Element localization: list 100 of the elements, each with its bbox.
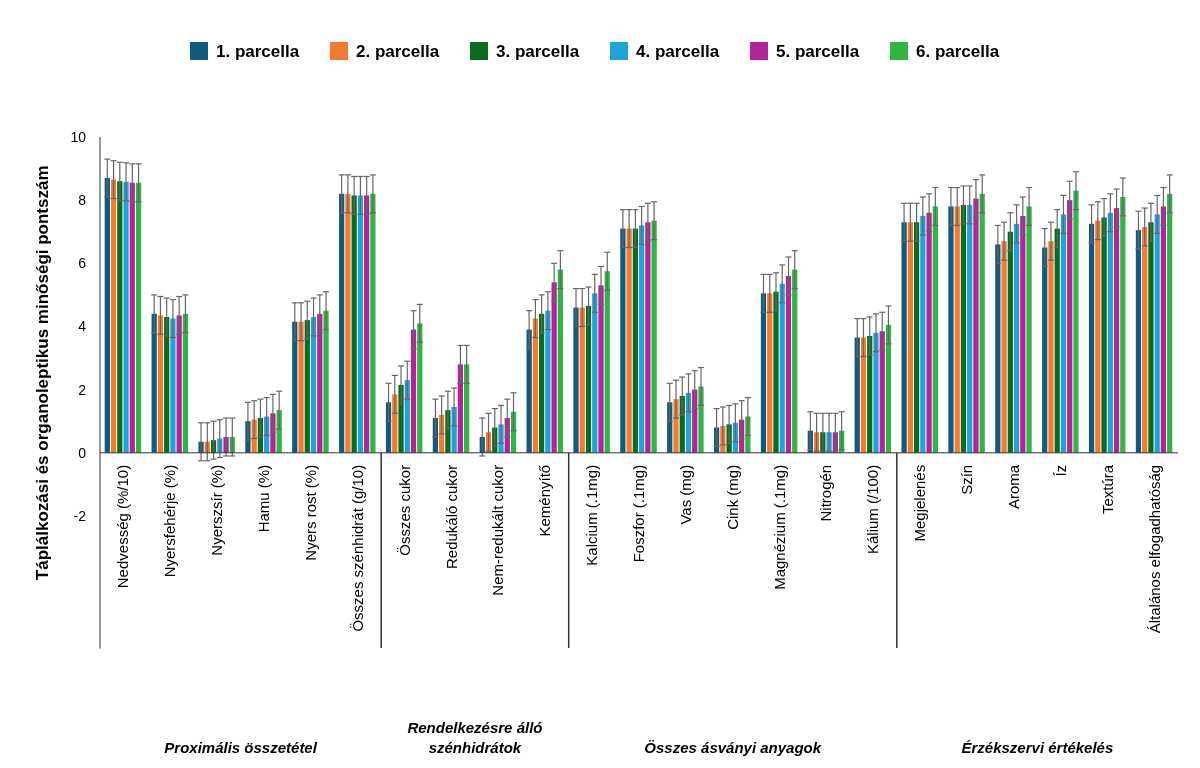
bar [164, 317, 170, 453]
bar [626, 228, 632, 453]
bar [645, 222, 651, 453]
bar [948, 206, 954, 453]
bar [1167, 193, 1173, 453]
bar [1107, 212, 1113, 453]
bar [767, 293, 773, 453]
bar [417, 323, 423, 453]
bar [585, 305, 592, 453]
bar [632, 228, 638, 453]
bar [557, 269, 564, 453]
y-tick-label: 10 [70, 129, 87, 145]
x-tick-label: Nyers rost (%) [301, 464, 319, 561]
bar [1013, 223, 1020, 453]
legend-label: 6. parcella [916, 42, 1000, 61]
legend-label: 4. parcella [636, 42, 720, 61]
x-tick-label: Kalcium (.1mg) [583, 464, 601, 566]
bar [907, 222, 913, 453]
x-tick-label: Összes szénhidrát (g/10) [348, 464, 366, 632]
y-axis-title: Táplálkozási és organoleptikus minőségi pontszám [33, 165, 52, 581]
bar [651, 220, 657, 453]
bar [1020, 215, 1026, 453]
bar [1142, 227, 1148, 453]
bar [592, 293, 598, 453]
x-tick-label: Megjelenés [911, 464, 929, 542]
text: Rendelkezésre álló szénhidrátok [407, 719, 543, 756]
x-tick-label: Keményítő [536, 464, 554, 537]
bar [1095, 220, 1101, 453]
x-tick-label: Cink (mg) [723, 464, 741, 530]
bar [873, 332, 879, 453]
bar [339, 193, 345, 453]
bar [604, 271, 610, 453]
bar [104, 178, 110, 453]
bar [310, 317, 317, 453]
bar [620, 228, 626, 453]
legend-label: 1. parcella [216, 42, 300, 61]
bar [920, 215, 926, 453]
bar [979, 193, 985, 453]
text: Proximális összetétel [164, 739, 318, 756]
bar [973, 198, 979, 453]
bar [779, 283, 785, 453]
bar [539, 313, 545, 453]
bar [639, 225, 645, 453]
x-tick-label: Redukáló cukor [442, 464, 460, 570]
bar [954, 206, 960, 453]
x-tick-label: Nedvesség (%/10) [114, 464, 132, 589]
bar [176, 315, 182, 453]
x-tick-label: Foszfor (.1mg) [630, 464, 647, 563]
y-tick-label: 6 [78, 255, 87, 272]
legend-label: 5. parcella [776, 42, 860, 61]
legend-label: 2. parcella [356, 42, 440, 61]
bar [323, 310, 329, 453]
bar [370, 193, 376, 453]
bar [551, 282, 557, 453]
bar [1148, 222, 1154, 453]
x-tick-label: Nyerszsír (%) [208, 464, 226, 556]
bar [867, 335, 873, 453]
bar [1160, 206, 1167, 453]
bar [1026, 206, 1032, 453]
x-tick-label: Általános elfogadhatóság [1145, 464, 1163, 634]
y-tick-label: 2 [78, 381, 87, 398]
bar [298, 321, 304, 453]
bar [1135, 230, 1142, 453]
bar [967, 204, 973, 453]
x-tick-label: Textúra [1098, 464, 1116, 515]
bar [351, 195, 357, 453]
bar [1042, 247, 1048, 453]
bar [545, 310, 551, 453]
x-tick-label: Íz [1051, 464, 1069, 477]
bar [785, 275, 792, 453]
bar [157, 315, 164, 453]
y-tick-label: 8 [78, 192, 87, 209]
bar [773, 291, 779, 453]
x-tick-label: Összes cukor [395, 464, 413, 556]
bar [1073, 190, 1079, 453]
bar [579, 307, 585, 453]
bar [151, 313, 157, 453]
bar [879, 331, 885, 453]
bar [135, 182, 142, 453]
x-tick-label: Kálium (/100) [864, 464, 882, 555]
bar [182, 313, 189, 453]
bar [885, 324, 892, 453]
bar [1088, 223, 1095, 453]
bar [1001, 241, 1007, 453]
bar [1101, 217, 1107, 453]
bar [926, 212, 932, 453]
y-tick-label: -2 [73, 507, 87, 524]
x-tick-label: Nem-redukált cukor [489, 464, 507, 596]
bar [117, 181, 123, 453]
bar [860, 337, 867, 453]
bar [573, 307, 579, 453]
x-tick-label: Nyersfehérje (%) [161, 464, 179, 578]
bar [1007, 231, 1013, 453]
legend-label: 3. parcella [496, 42, 580, 61]
bar [129, 182, 135, 453]
bar [960, 204, 967, 453]
bar [364, 195, 370, 453]
x-tick-label: Nitrogén [817, 464, 835, 522]
bar [1048, 241, 1054, 453]
bar [760, 293, 767, 453]
